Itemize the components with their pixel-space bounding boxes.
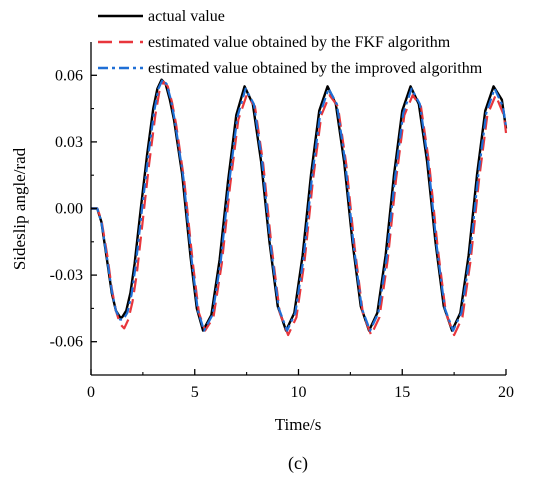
x-tick-label: 5 [191, 384, 199, 401]
y-tick-label: 0.03 [55, 134, 83, 151]
y-axis-label: Sideslip angle/rad [10, 147, 29, 270]
x-tick-label: 10 [291, 384, 307, 401]
x-axis-label: Time/s [275, 415, 322, 434]
legend-label-3: estimated value obtained by the improved… [148, 60, 483, 77]
legend-label-1: actual value [148, 8, 225, 25]
series-layer [91, 78, 508, 337]
y-tick-label: 0.06 [55, 67, 83, 84]
y-tick-label: -0.03 [50, 267, 83, 284]
series-line-2 [91, 80, 508, 337]
x-tick-label: 0 [87, 384, 95, 401]
axes-layer: 0 5 10 15 20 -0.06 -0.03 0.00 0.03 0.06 [50, 42, 514, 401]
x-tick-label: 15 [394, 384, 410, 401]
y-tick-label: 0.00 [55, 201, 83, 218]
series-line-3 [91, 78, 508, 332]
legend: actual value estimated value obtained by … [98, 8, 483, 77]
panel-label: (c) [288, 453, 308, 474]
legend-label-2: estimated value obtained by the FKF algo… [148, 34, 451, 51]
y-tick-label: -0.06 [50, 334, 83, 351]
x-tick-label: 20 [498, 384, 514, 401]
